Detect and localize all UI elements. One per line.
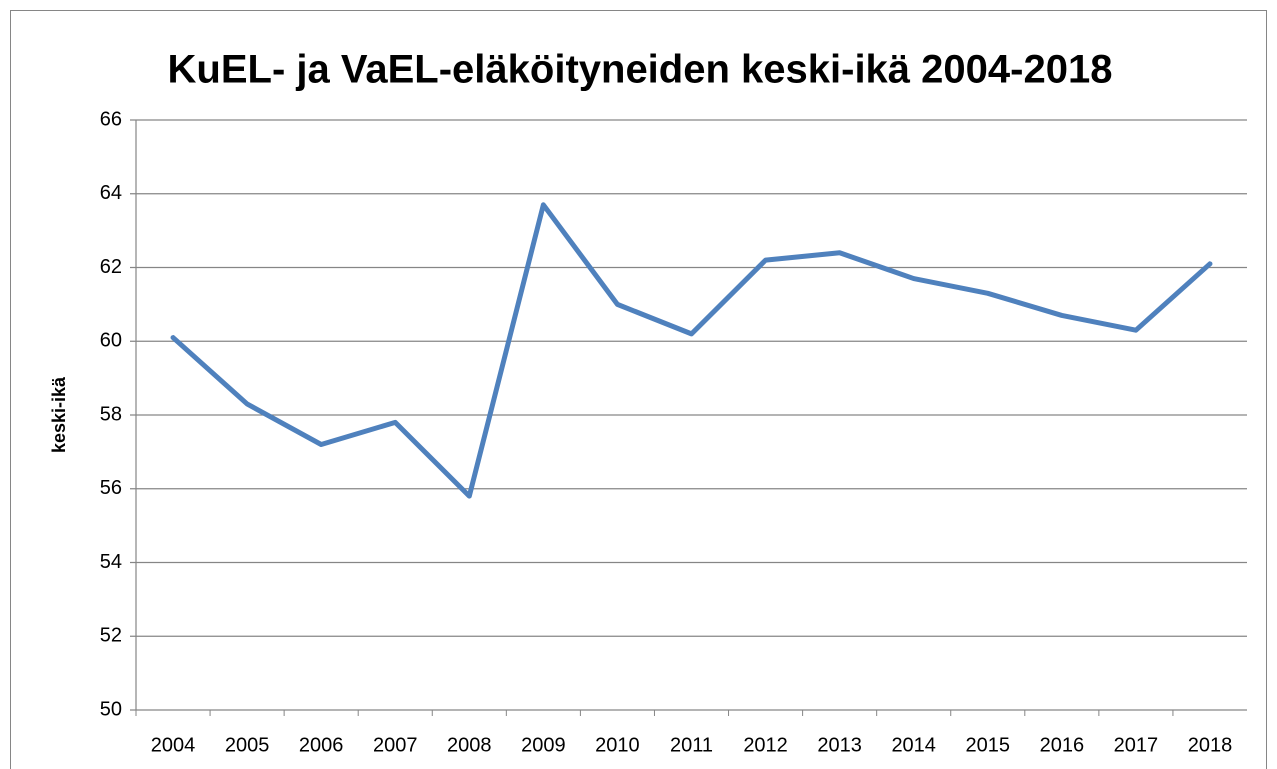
y-tick-label: 58 [100, 403, 122, 425]
x-tick-label: 2010 [595, 734, 640, 756]
chart-frame [10, 10, 1267, 769]
data-line [170, 202, 1213, 499]
y-tick-label: 66 [100, 108, 122, 130]
y-tick-label: 52 [100, 625, 122, 647]
x-tick-label: 2007 [373, 734, 418, 756]
x-tick-label: 2009 [521, 734, 566, 756]
y-tick-label: 64 [100, 182, 122, 204]
y-tick-label: 56 [100, 477, 122, 499]
x-tick-label: 2013 [817, 734, 862, 756]
x-tick-label: 2006 [299, 734, 344, 756]
x-tick-label: 2004 [151, 734, 196, 756]
y-tick-label: 60 [100, 330, 122, 352]
y-tick-label: 62 [100, 256, 122, 278]
x-tick-label: 2015 [966, 734, 1011, 756]
x-tick-label: 2018 [1188, 734, 1233, 756]
x-tick-label: 2016 [1040, 734, 1085, 756]
chart-title: KuEL- ja VaEL-eläköityneiden keski-ikä 2… [168, 48, 1113, 92]
x-tick-label: 2014 [891, 734, 936, 756]
y-tick-label: 54 [100, 551, 122, 573]
y-axis-label: keski-ikä [49, 376, 69, 453]
x-tick-label: 2011 [670, 734, 713, 756]
y-tick-label: 50 [100, 698, 122, 720]
x-tick-label: 2012 [743, 734, 788, 756]
x-tick-label: 2017 [1114, 734, 1159, 756]
x-tick-label: 2008 [447, 734, 492, 756]
x-tick-label: 2005 [225, 734, 270, 756]
